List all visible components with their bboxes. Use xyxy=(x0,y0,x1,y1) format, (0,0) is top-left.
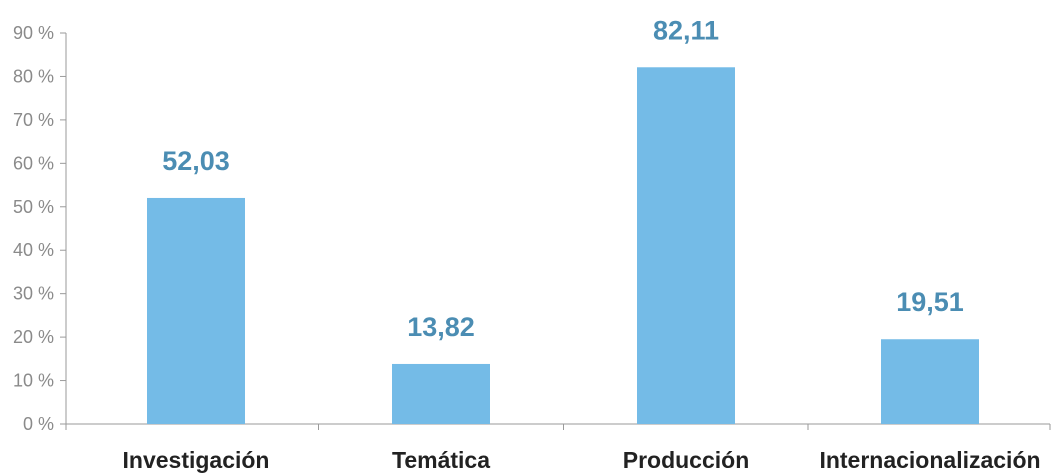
y-tick-label: 90 % xyxy=(13,23,54,43)
category-label: Investigación xyxy=(123,447,270,473)
bars xyxy=(147,67,979,425)
y-tick-label: 20 % xyxy=(13,327,54,347)
y-tick-label: 40 % xyxy=(13,240,54,260)
data-label: 52,03 xyxy=(162,146,230,176)
data-label: 82,11 xyxy=(653,15,719,45)
bar xyxy=(881,339,979,424)
bar xyxy=(147,197,245,424)
x-axis xyxy=(65,423,1051,430)
data-label: 19,51 xyxy=(896,287,964,317)
y-tick-label: 30 % xyxy=(13,284,54,304)
y-tick-label: 0 % xyxy=(23,414,54,434)
data-labels: 52,03 13,82 82,11 19,51 xyxy=(162,15,964,342)
y-tick-label: 50 % xyxy=(13,197,54,217)
category-label: Temática xyxy=(392,447,490,473)
data-label: 13,82 xyxy=(407,312,475,342)
bar xyxy=(637,67,735,425)
y-tick-label: 10 % xyxy=(13,371,54,391)
category-label: Internacionalización xyxy=(819,447,1040,473)
y-tick-label: 60 % xyxy=(13,153,54,173)
category-label: Producción xyxy=(623,447,750,473)
y-axis: 0 % 10 % 20 % 30 % 40 % 50 % 60 % 70 % 80 % 90 % xyxy=(13,23,67,434)
category-labels: Investigación Temática Producción Internaci… xyxy=(123,447,1041,473)
y-tick-label: 70 % xyxy=(13,110,54,130)
bar xyxy=(392,363,490,424)
y-tick-label: 80 % xyxy=(13,66,54,86)
